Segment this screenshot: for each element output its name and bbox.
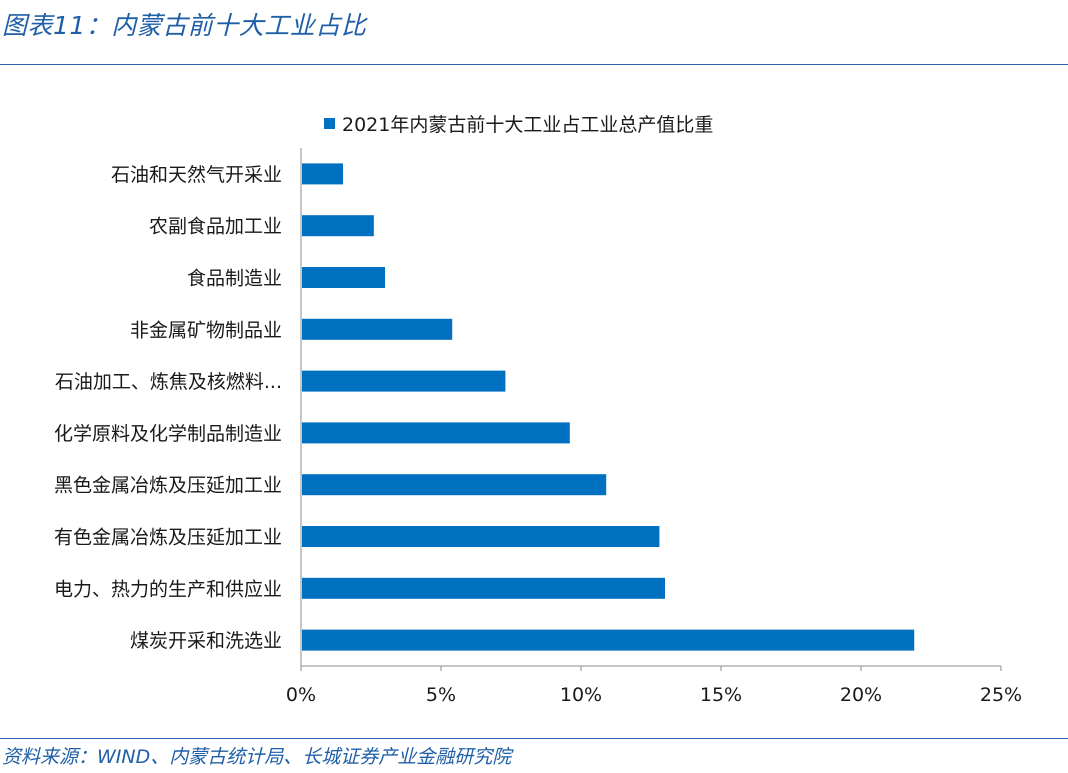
chart-legend: 2021年内蒙古前十大工业占工业总产值比重 (324, 114, 713, 136)
category-label: 有色金属冶炼及压延加工业 (54, 527, 282, 549)
bars-group (302, 163, 915, 651)
category-label: 煤炭开采和洗选业 (130, 630, 282, 652)
bar (302, 215, 374, 237)
category-label: 非金属矿物制品业 (130, 319, 282, 341)
bar (302, 370, 506, 392)
footer-divider (0, 738, 1068, 739)
bar (302, 526, 660, 547)
bar (302, 318, 453, 340)
category-label: 食品制造业 (187, 268, 282, 290)
x-tick-label: 0% (286, 684, 316, 706)
figure-title: 图表11：内蒙古前十大工业占比 (2, 11, 367, 40)
category-label: 石油和天然气开采业 (111, 164, 282, 186)
bar (302, 474, 607, 496)
x-tick-label: 20% (840, 684, 882, 706)
category-label: 化学原料及化学制品制造业 (54, 423, 282, 445)
legend-swatch (324, 118, 335, 129)
bar (302, 629, 915, 651)
bar (302, 422, 570, 444)
category-label: 石油加工、炼焦及核燃料... (55, 371, 282, 393)
x-axis-ticks: 0% 5% 10% 15% 20% 25% (286, 666, 1022, 706)
category-label: 农副食品加工业 (149, 216, 282, 238)
x-tick-label: 25% (980, 684, 1022, 706)
title-divider (0, 64, 1068, 65)
x-tick-label: 5% (426, 684, 456, 706)
category-label: 黑色金属冶炼及压延加工业 (54, 475, 282, 497)
source-note: 资料来源：WIND、内蒙古统计局、长城证券产业金融研究院 (2, 746, 512, 768)
bar (302, 163, 343, 185)
bar (302, 577, 665, 599)
x-tick-label: 15% (700, 684, 742, 706)
category-label: 电力、热力的生产和供应业 (54, 578, 282, 600)
legend-label: 2021年内蒙古前十大工业占工业总产值比重 (342, 114, 713, 136)
bar (302, 267, 385, 288)
bar-chart: 2021年内蒙古前十大工业占工业总产值比重 石油和天然气开采业农副食品加工业食品… (54, 114, 1022, 706)
category-labels: 石油和天然气开采业农副食品加工业食品制造业非金属矿物制品业石油加工、炼焦及核燃料… (54, 164, 282, 652)
x-tick-label: 10% (560, 684, 602, 706)
